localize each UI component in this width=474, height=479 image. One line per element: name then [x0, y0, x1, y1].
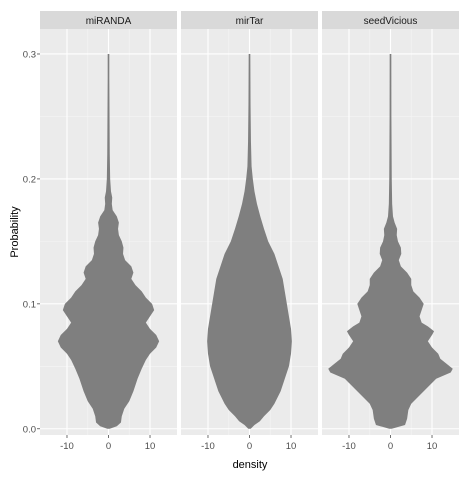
facet-strip-label: seedVicious: [364, 16, 418, 27]
y-tick-label: 0.3: [23, 49, 36, 60]
facet-strip: [322, 11, 459, 29]
y-tick-label: 0.1: [23, 299, 36, 310]
violin-seedVicious: [328, 53, 453, 429]
x-tick-label: 10: [427, 441, 438, 452]
facet-panel-miRANDA: miRANDA: [40, 11, 177, 435]
x-tick-label: 10: [286, 441, 297, 452]
violin-mirTar: [207, 53, 292, 429]
facet-panel-mirTar: mirTar: [181, 11, 318, 435]
facet-panel-seedVicious: seedVicious: [322, 11, 459, 435]
x-tick-label: -10: [60, 441, 74, 452]
facet-strip: [40, 11, 177, 29]
facet-strip: [181, 11, 318, 29]
x-tick-label: 0: [106, 441, 111, 452]
x-tick-label: 0: [247, 441, 252, 452]
y-axis-title: Probability: [9, 206, 21, 258]
x-axis-title: density: [233, 459, 268, 471]
x-tick-label: 10: [145, 441, 156, 452]
y-tick-label: 0.0: [23, 424, 36, 435]
violin-miRANDA: [57, 53, 160, 429]
facet-strip-label: mirTar: [236, 16, 264, 27]
facet-strip-label: miRANDA: [86, 16, 132, 27]
x-tick-label: -10: [342, 441, 356, 452]
y-tick-label: 0.2: [23, 174, 36, 185]
x-tick-label: 0: [388, 441, 393, 452]
x-tick-label: -10: [201, 441, 215, 452]
